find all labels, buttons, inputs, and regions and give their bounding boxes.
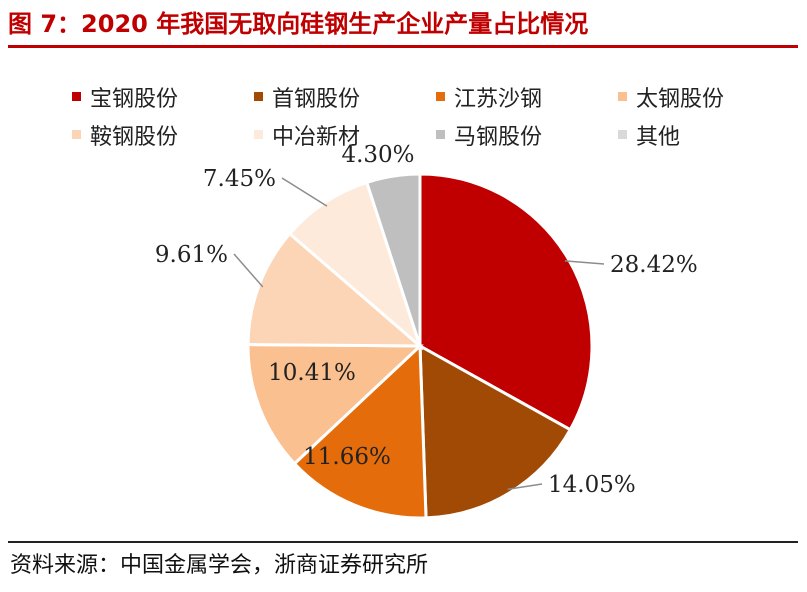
figure-title: 图 7：2020 年我国无取向硅钢生产企业产量占比情况 — [8, 10, 589, 38]
legend-item: 鞍钢股份 — [72, 125, 178, 150]
legend-label: 宝钢股份 — [90, 87, 178, 112]
legend-swatch — [618, 130, 627, 139]
legend-swatch — [72, 130, 81, 139]
legend-item: 首钢股份 — [254, 87, 360, 112]
legend-label: 中冶新材 — [272, 125, 360, 150]
legend-item: 宝钢股份 — [72, 87, 178, 112]
leader-line — [564, 260, 605, 265]
source-note: 资料来源：中国金属学会，浙商证券研究所 — [10, 553, 429, 578]
pie-slices — [246, 172, 594, 520]
legend-swatch — [618, 92, 627, 101]
legend-swatch — [436, 92, 445, 101]
pie-slice — [246, 231, 425, 348]
pie-slice — [287, 180, 424, 351]
leader-line — [281, 177, 328, 207]
source-divider — [8, 541, 798, 543]
pie-slice — [292, 342, 428, 520]
data-label: 4.30% — [341, 142, 414, 168]
label-leader-lines — [233, 177, 605, 491]
pie-slice — [418, 343, 573, 520]
legend-swatch — [254, 130, 263, 139]
leader-line — [507, 483, 543, 491]
legend-label: 太钢股份 — [636, 87, 724, 112]
data-label: 11.66% — [303, 444, 391, 470]
legend-item: 太钢股份 — [618, 87, 724, 112]
legend-swatch — [72, 92, 81, 101]
legend-label: 首钢股份 — [272, 87, 360, 112]
leader-line — [233, 253, 264, 288]
pie-slice — [246, 343, 424, 466]
data-label: 7.45% — [203, 166, 276, 192]
data-label: 9.61% — [155, 242, 228, 268]
legend-label: 鞍钢股份 — [90, 125, 178, 150]
pie-slice — [418, 172, 594, 432]
data-label: 14.05% — [548, 472, 636, 498]
data-label: 10.41% — [268, 360, 356, 386]
legend-item: 江苏沙钢 — [436, 87, 542, 112]
legend-item: 马钢股份 — [436, 125, 542, 150]
legend-label: 其他 — [636, 125, 680, 150]
legend-swatch — [254, 92, 263, 101]
legend-item: 其他 — [618, 125, 680, 150]
legend-label: 江苏沙钢 — [454, 87, 542, 112]
pie-data-labels: 28.42% 14.05% 11.66% 10.41% 9.61% 7.45% 4.30% — [155, 142, 698, 498]
data-label: 28.42% — [610, 252, 698, 278]
legend-swatch — [436, 130, 445, 139]
title-underline — [8, 45, 798, 48]
legend-item: 中冶新材 — [254, 125, 360, 150]
pie-slice — [364, 172, 422, 347]
legend-label: 马钢股份 — [454, 125, 542, 150]
